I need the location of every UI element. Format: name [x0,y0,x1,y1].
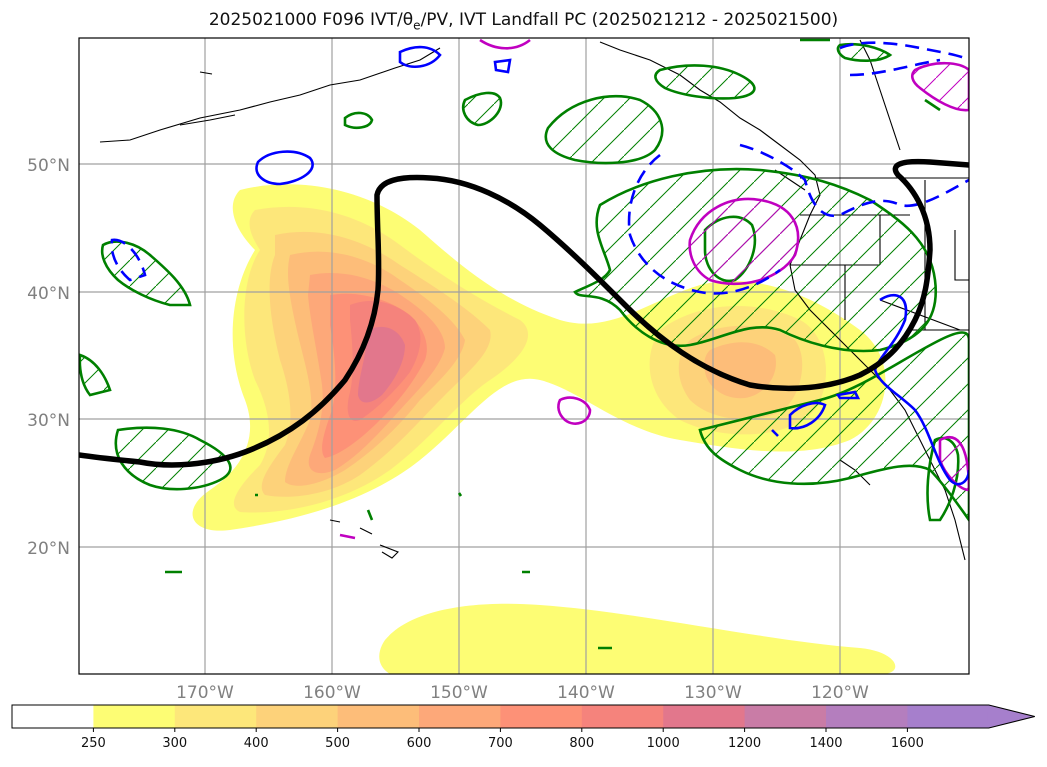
ivt-250-level-south [379,603,896,674]
colorbar-segment [581,705,664,728]
colorbar-segment [826,705,908,728]
map-gridlines [79,38,969,674]
colorbar-segment [174,705,257,728]
colorbar-tick-label: 500 [325,736,350,751]
lat-label-50: 50°N [27,156,70,176]
colorbar-segment [744,705,827,728]
longitude-labels: 170°W 160°W 150°W 140°W 130°W 120°W [176,683,869,703]
colorbar-segment [907,705,990,728]
colorbar-segment [337,705,420,728]
ivt-filled-contours [192,184,896,674]
colorbar-tick-label: 1400 [809,736,842,751]
colorbar-extend-arrow [987,705,1035,728]
colorbar-tick-label: 1200 [728,736,761,751]
title-theta: θ [402,10,414,30]
map-area [79,38,969,674]
colorbar-segment [500,705,583,728]
theta-blue-contours [110,41,969,486]
colorbar-segment [419,705,501,728]
lat-label-40: 40°N [27,284,70,304]
lon-label-130w: 130°W [684,683,742,703]
lat-label-30: 30°N [27,411,70,431]
colorbar-segment [12,705,94,728]
colorbar-tick-label: 1600 [891,736,924,751]
title-suffix: /PV, IVT Landfall PC (2025021212 - 20250… [420,10,839,30]
colorbar-segment [663,705,746,728]
lon-label-170w: 170°W [176,683,234,703]
colorbar-tick-label: 800 [569,736,594,751]
title-theta-sub: e [413,18,421,33]
colorbar-tick-label: 400 [244,736,269,751]
lon-label-150w: 150°W [430,683,488,703]
lon-label-140w: 140°W [557,683,615,703]
colorbar-tick-label: 700 [488,736,513,751]
magenta-contours [339,38,969,540]
ivt-landfall-pc-line [79,158,969,468]
colorbar-segment [93,705,176,728]
map-frame [78,37,970,675]
colorbar: 250 300 400 500 600 700 800 1000 1200 1400 1600 [11,704,1035,751]
lon-label-160w: 160°W [303,683,361,703]
colorbar-tick-label: 300 [162,736,187,751]
latitude-labels: 50°N 40°N 30°N 20°N [27,156,70,559]
colorbar-tick-label: 250 [81,736,106,751]
lat-label-20: 20°N [27,539,70,559]
colorbar-outline [11,704,1035,729]
colorbar-tick-label: 1000 [647,736,680,751]
ivt-1000-level [358,326,405,403]
colorbar-segment [256,705,339,728]
colorbar-tick-label: 600 [407,736,432,751]
title-prefix: 2025021000 F096 IVT/ [208,10,403,30]
map-title: 2025021000 F096 IVT/θe/PV, IVT Landfall … [0,10,1047,32]
lon-label-120w: 120°W [811,683,869,703]
